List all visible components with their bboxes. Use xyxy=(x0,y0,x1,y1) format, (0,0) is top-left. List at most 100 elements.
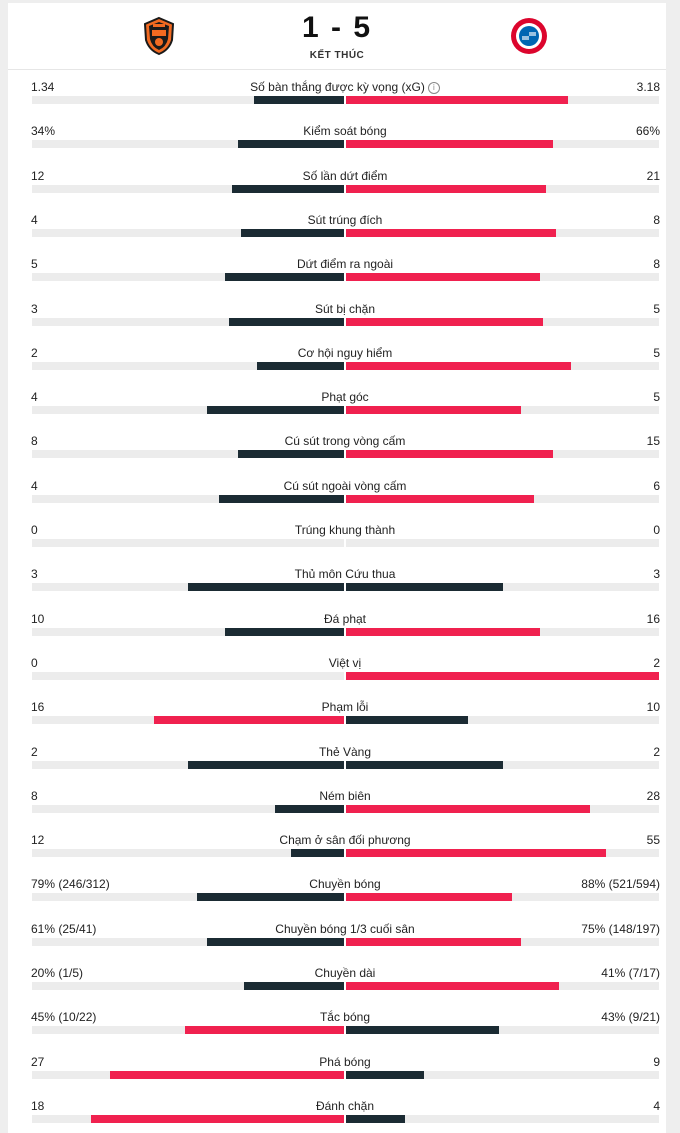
away-bar-track xyxy=(346,1070,659,1079)
stat-label: Chuyền bóng 1/3 cuối sân xyxy=(0,922,680,936)
away-bar-fill xyxy=(346,716,468,725)
stat-away-value: 9 xyxy=(653,1054,660,1069)
stat-away-value: 0 xyxy=(653,523,660,537)
home-bar-track xyxy=(32,273,344,282)
stat-label: Sút bị chặn xyxy=(0,302,680,316)
stat-away-value: 3.18 xyxy=(636,80,660,94)
stat-label: Sút trúng đích xyxy=(0,213,680,227)
stat-label-text: Kiểm soát bóng xyxy=(303,124,387,139)
stat-home-value: 4 xyxy=(31,212,38,227)
home-bar-track xyxy=(32,982,344,990)
home-bar-track xyxy=(32,760,344,769)
away-bar-track xyxy=(346,361,659,370)
stat-label: Tắc bóng xyxy=(0,1010,680,1024)
stat-home-value: 8 xyxy=(31,434,38,449)
bayern-crest-icon[interactable] xyxy=(509,16,549,56)
home-bar-fill xyxy=(188,760,344,769)
home-bar-track xyxy=(32,627,344,636)
header-divider xyxy=(8,69,666,70)
away-bar-track xyxy=(346,982,659,990)
home-bar-fill xyxy=(110,1070,344,1079)
stat-label-text: Phá bóng xyxy=(319,1054,371,1069)
home-bar-track xyxy=(32,361,344,370)
home-bar-track xyxy=(32,583,344,592)
stat-row: 3 Thủ môn Cứu thua 3 xyxy=(0,567,680,597)
away-bar-track xyxy=(346,406,659,415)
stat-home-value: 4 xyxy=(31,478,38,493)
stat-row: 1.34 Số bàn thắng được kỳ vọng (xG) i 3.18 xyxy=(0,80,680,110)
stat-label-text: Cơ hội nguy hiểm xyxy=(297,345,393,360)
stat-home-value: 61% (25/41) xyxy=(31,921,97,936)
away-bar-fill xyxy=(346,184,546,193)
home-bar-fill xyxy=(244,982,344,990)
away-bar-track xyxy=(346,937,659,946)
stat-away-value: 3 xyxy=(653,567,660,582)
away-bar-track xyxy=(346,539,659,547)
home-bar-fill xyxy=(275,804,344,813)
info-icon[interactable]: i xyxy=(427,82,440,94)
home-bar-fill xyxy=(225,273,344,282)
stat-row: 8 Cú sút trong vòng cấm 15 xyxy=(0,434,680,464)
stat-row: 4 Sút trúng đích 8 xyxy=(0,213,680,243)
stat-label: Thủ môn Cứu thua xyxy=(0,567,680,581)
away-bar-fill xyxy=(346,317,543,326)
away-bar-track xyxy=(346,450,659,459)
home-bar-fill xyxy=(207,406,344,415)
home-bar-fill xyxy=(254,96,344,104)
stat-away-value: 8 xyxy=(653,257,660,272)
away-bar-fill xyxy=(346,450,553,459)
stat-row: 12 Số lần dứt điểm 21 xyxy=(0,169,680,199)
stat-label: Trúng khung thành xyxy=(0,523,680,537)
stat-label-text: Chuyền bóng xyxy=(309,877,381,892)
away-bar-track xyxy=(346,893,659,902)
stat-home-value: 27 xyxy=(31,1054,45,1069)
home-bar-fill xyxy=(197,893,344,902)
stat-away-value: 28 xyxy=(646,788,660,803)
home-bar-track xyxy=(32,849,344,858)
away-bar-fill xyxy=(346,494,534,503)
away-bar-track xyxy=(346,184,659,193)
home-bar-track xyxy=(32,539,344,547)
stat-away-value: 5 xyxy=(653,390,660,405)
away-bar-track xyxy=(346,494,659,503)
stat-away-value: 10 xyxy=(646,700,660,715)
home-bar-track xyxy=(32,96,344,104)
frame-top xyxy=(0,0,680,3)
home-bar-fill xyxy=(185,1026,344,1035)
stat-home-value: 2 xyxy=(31,744,38,759)
stat-home-value: 18 xyxy=(31,1098,45,1113)
away-bar-fill xyxy=(346,1026,499,1035)
frame-right xyxy=(666,0,680,1133)
home-bar-fill xyxy=(238,140,344,149)
stat-row: 16 Phạm lỗi 10 xyxy=(0,700,680,730)
stat-label-text: Phạt góc xyxy=(321,390,369,405)
match-status: KẾT THÚC xyxy=(309,50,365,61)
stat-label-text: Cú sút ngoài vòng cấm xyxy=(283,478,407,493)
stat-home-value: 16 xyxy=(31,700,45,715)
away-bar-fill xyxy=(346,760,503,769)
home-bar-track xyxy=(32,1114,344,1123)
home-bar-fill xyxy=(241,228,344,237)
stat-away-value: 21 xyxy=(646,168,660,183)
stat-label-text: Việt vị xyxy=(328,655,362,670)
stat-label-text: Thẻ Vàng xyxy=(318,744,372,759)
away-bar-fill xyxy=(346,1070,424,1079)
stat-home-value: 34% xyxy=(31,124,56,139)
stat-label: Việt vị xyxy=(0,656,680,670)
stat-row: 45% (10/22) Tắc bóng 43% (9/21) xyxy=(0,1010,680,1040)
stat-label-text: Phạm lỗi xyxy=(321,700,369,715)
away-bar-track xyxy=(346,96,659,104)
stat-away-value: 55 xyxy=(646,833,660,848)
stat-home-value: 10 xyxy=(31,611,45,626)
stat-home-value: 3 xyxy=(31,567,38,582)
shakhtar-crest-icon[interactable] xyxy=(139,16,179,56)
stat-home-value: 79% (246/312) xyxy=(31,877,110,892)
stat-label: Dứt điểm ra ngoài xyxy=(0,257,680,271)
stat-away-value: 2 xyxy=(653,744,660,759)
home-bar-fill xyxy=(257,361,344,370)
home-bar-fill xyxy=(188,583,344,592)
stat-label-text: Đánh chặn xyxy=(315,1098,375,1113)
home-bar-track xyxy=(32,406,344,415)
away-bar-fill xyxy=(346,849,606,858)
stat-home-value: 0 xyxy=(31,655,38,670)
